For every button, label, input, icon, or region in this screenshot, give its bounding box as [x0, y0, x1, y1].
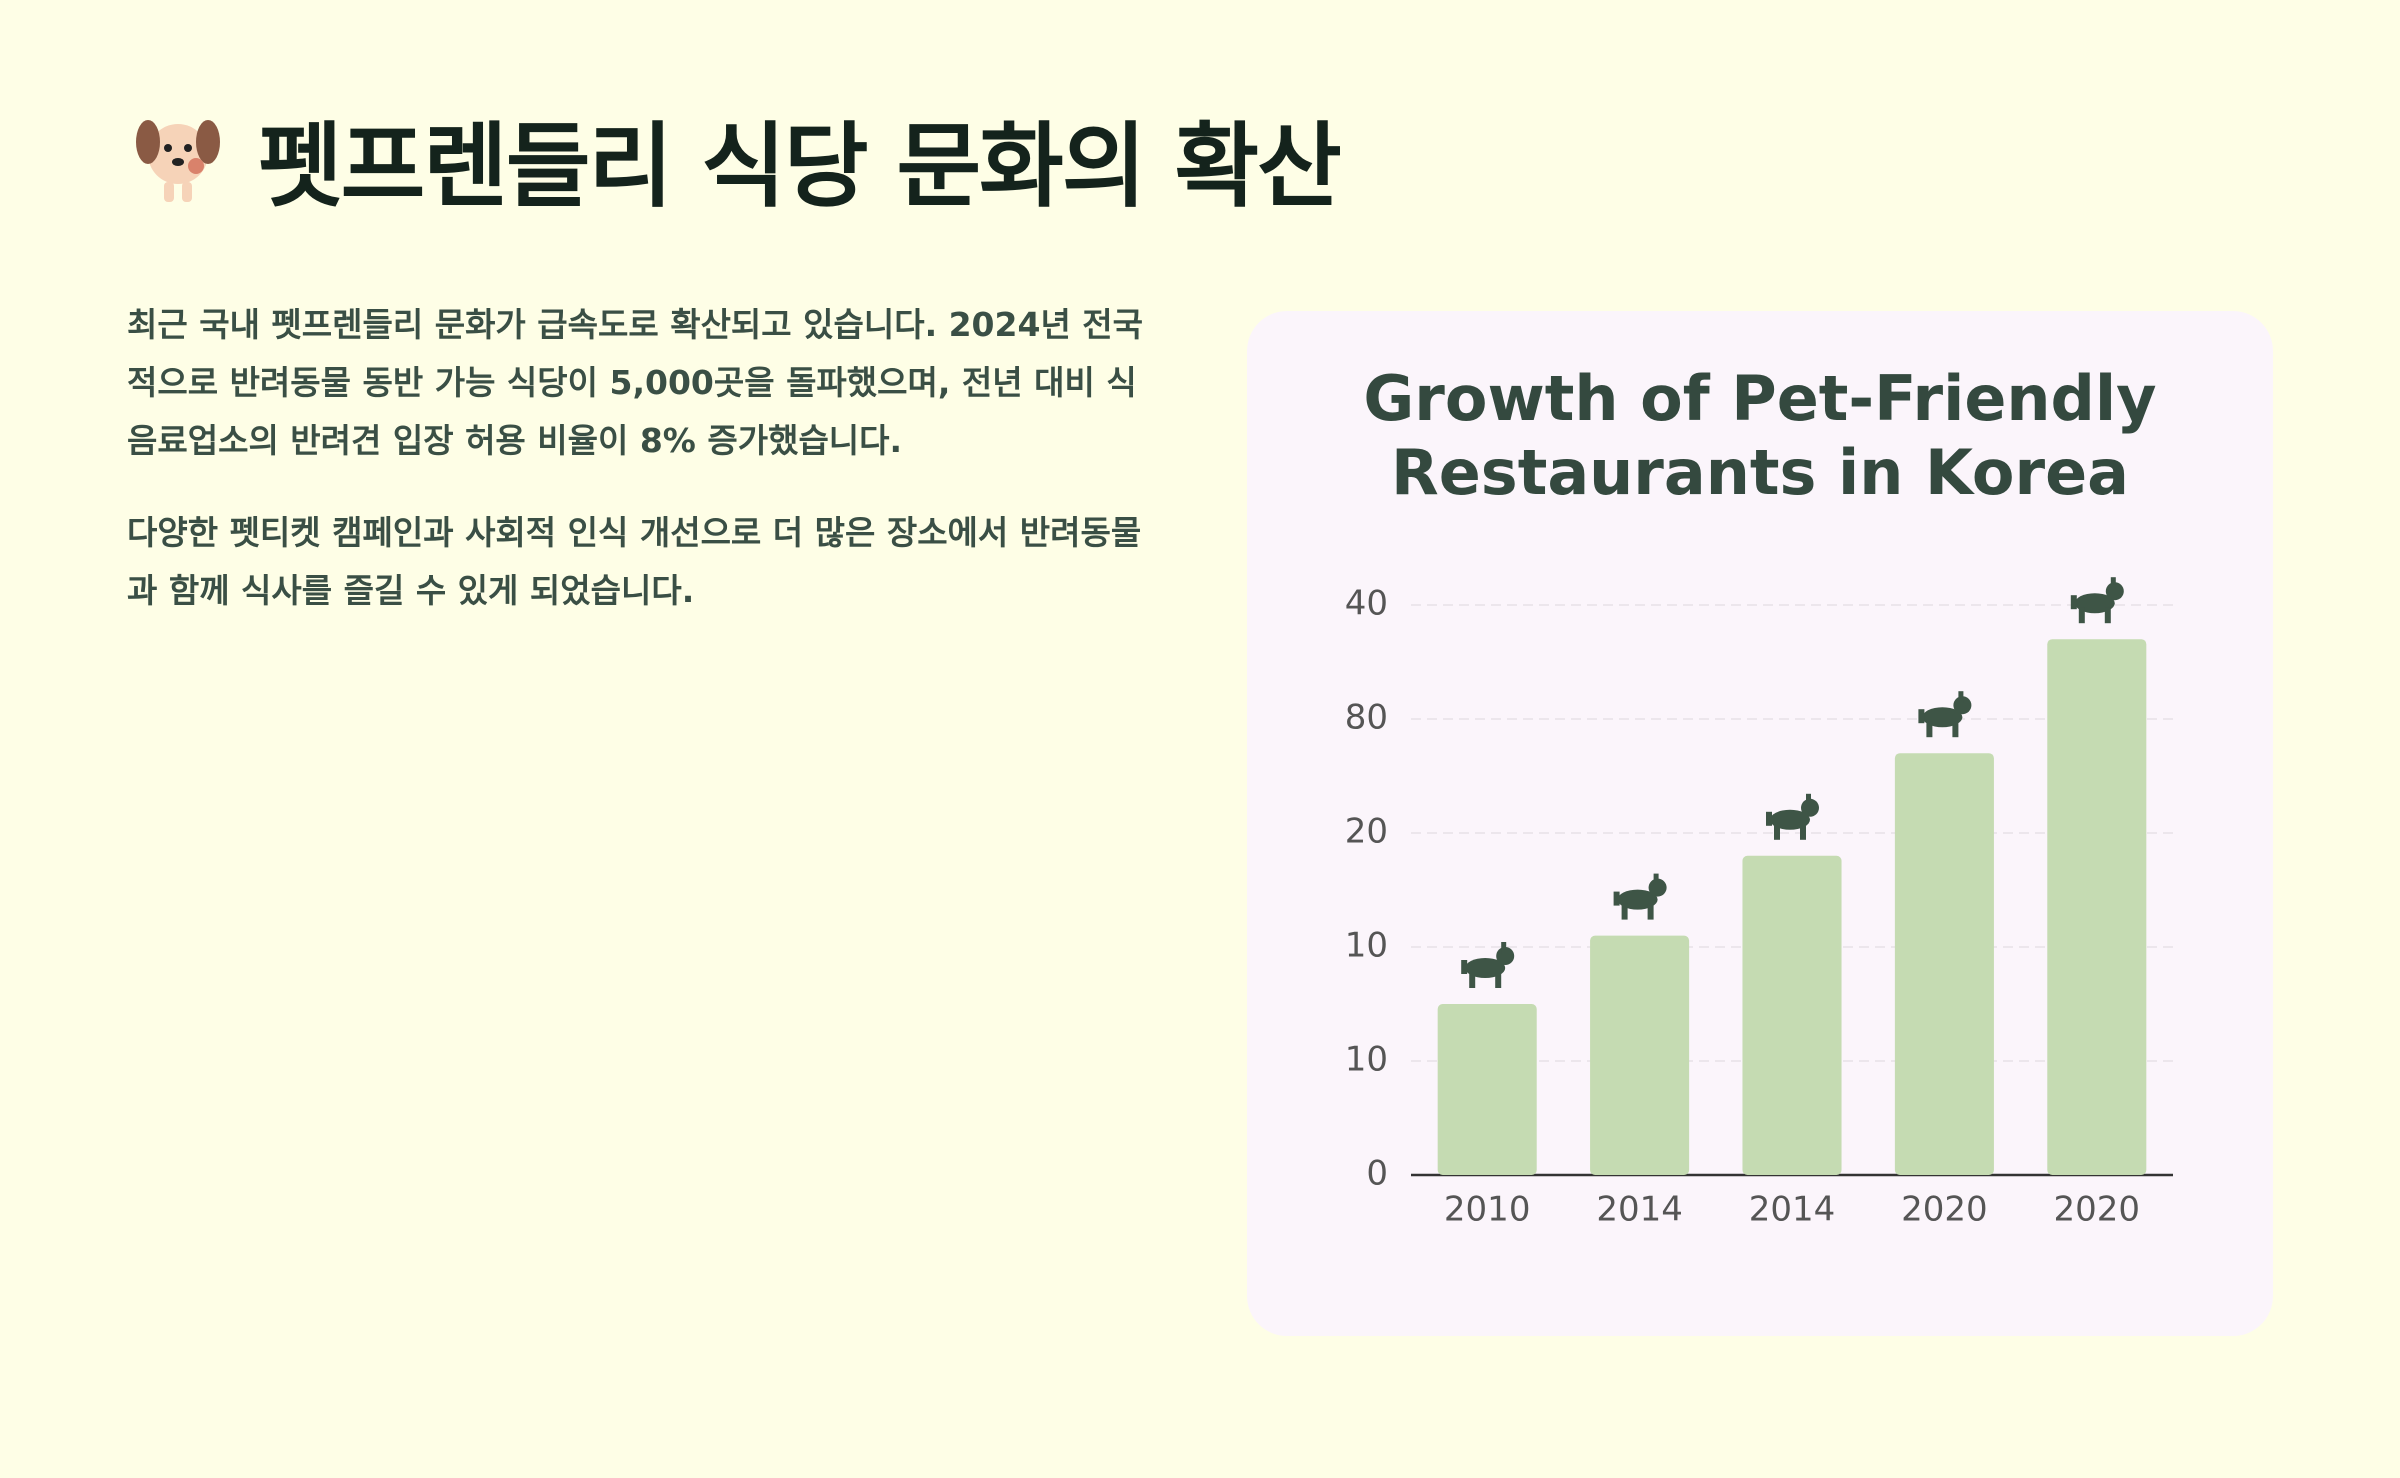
dog-icon [1766, 793, 1819, 840]
y-tick-label: 10 [1345, 1040, 1388, 1080]
y-tick-label: 10 [1345, 926, 1388, 966]
chart-title: Growth of Pet-Friendly Restaurants in Ko… [1363, 362, 2157, 509]
bar [2047, 639, 2147, 1175]
bar [1742, 855, 1842, 1175]
dog-icon [136, 120, 220, 202]
x-tick-label: 2010 [1444, 1190, 1531, 1230]
x-tick-label: 2020 [2054, 1190, 2141, 1230]
dog-icon [1613, 873, 1667, 920]
paragraph: 다양한 펫티켓 캠페인과 사회적 인식 개선으로 더 많은 장소에서 반려동물과… [127, 513, 1142, 610]
dog-icon [1461, 942, 1515, 988]
x-tick-label: 2014 [1596, 1190, 1683, 1230]
dog-icon [2070, 577, 2124, 624]
bar [1894, 753, 1994, 1175]
y-tick-label: 20 [1345, 812, 1388, 852]
dog-icon [1918, 691, 1972, 738]
x-tick-label: 2014 [1749, 1190, 1836, 1230]
page-title: 펫프렌들리 식당 문화의 확산 [258, 113, 1342, 220]
bar [1590, 935, 1690, 1175]
y-tick-label: 0 [1366, 1154, 1388, 1194]
y-tick-label: 80 [1345, 698, 1388, 738]
paragraph: 최근 국내 펫프렌들리 문화가 급속도로 확산되고 있습니다. 2024년 전국… [127, 305, 1144, 460]
y-tick-label: 40 [1345, 584, 1388, 624]
bar [1437, 1004, 1537, 1175]
x-tick-label: 2020 [1901, 1190, 1988, 1230]
